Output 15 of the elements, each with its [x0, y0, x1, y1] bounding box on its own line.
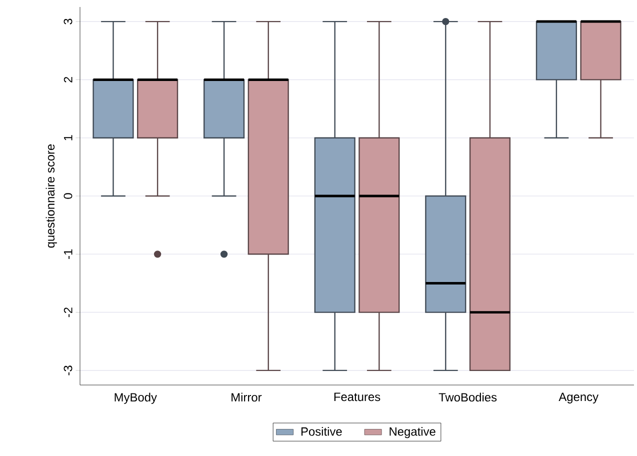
y-tick-label: 3	[64, 18, 72, 24]
y-axis-title: questionnaire score	[46, 144, 57, 248]
y-tick-label: -3	[64, 366, 72, 376]
y-tick-label: 1	[64, 135, 72, 140]
x-tick-label: TwoBodies	[438, 392, 497, 402]
y-tick-label: 2	[64, 76, 72, 82]
legend-label: Negative	[390, 426, 436, 438]
y-tick-label: -1	[64, 249, 72, 259]
legend-label: Positive	[301, 426, 342, 436]
x-tick-label: MyBody	[114, 392, 157, 404]
y-tick-label: 0	[64, 193, 72, 199]
y-tick-label: -2	[64, 308, 72, 318]
x-tick-label: Agency	[558, 392, 599, 404]
x-tick-label: Features	[334, 392, 380, 402]
x-tick-label: Mirror	[232, 392, 262, 402]
